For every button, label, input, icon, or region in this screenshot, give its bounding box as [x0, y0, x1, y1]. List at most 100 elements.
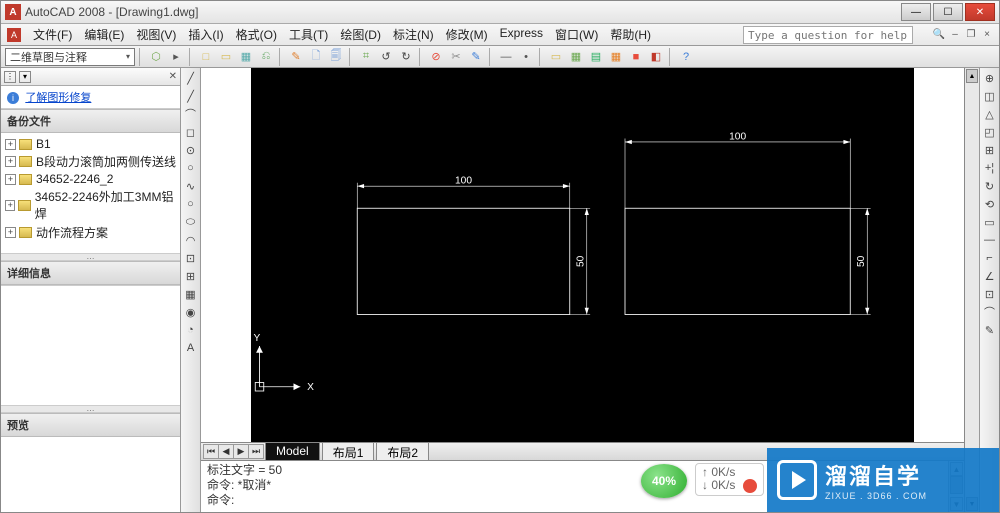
layout-tab[interactable]: 布局2	[376, 442, 429, 462]
minimize-button[interactable]: —	[901, 3, 931, 21]
draw-tool[interactable]: ⊞	[183, 268, 199, 284]
mdi-min-icon[interactable]: –	[947, 26, 963, 42]
draw-tool[interactable]: ◉	[183, 304, 199, 320]
tree-item[interactable]: +动作流程方案	[3, 223, 178, 242]
help-search-input[interactable]	[743, 26, 913, 44]
toolbar-button[interactable]: ▦	[607, 48, 625, 66]
menu-item[interactable]: 窗口(W)	[549, 24, 604, 45]
draw-tool[interactable]: ╱	[183, 70, 199, 86]
menu-item[interactable]: 标注(N)	[387, 24, 440, 45]
panel-close-icon[interactable]: ✕	[169, 71, 177, 82]
toolbar-button[interactable]: ▭	[547, 48, 565, 66]
toolbar-button[interactable]: ↺	[377, 48, 395, 66]
draw-tool[interactable]: ◻	[183, 124, 199, 140]
recover-link[interactable]: 了解图形修复	[25, 92, 91, 104]
toolbar-button[interactable]: ▦	[237, 48, 255, 66]
toolbar-button[interactable]: •	[517, 48, 535, 66]
toolbar-button[interactable]: ⌗	[357, 48, 375, 66]
tree-item[interactable]: +B1	[3, 136, 178, 152]
toolbar-button[interactable]: ?	[677, 48, 695, 66]
workspace-combo[interactable]: 二维草图与注释	[5, 48, 135, 66]
modify-tool[interactable]: +¦	[982, 160, 998, 176]
menu-item[interactable]: 视图(V)	[130, 24, 182, 45]
toolbar-button[interactable]: —	[497, 48, 515, 66]
menu-item[interactable]: Express	[494, 24, 549, 45]
toolbar-button[interactable]: ▭	[217, 48, 235, 66]
expand-icon[interactable]: +	[5, 200, 15, 211]
modify-tool[interactable]: ◰	[982, 124, 998, 140]
mdi-restore-icon[interactable]: ❐	[963, 26, 979, 42]
menu-item[interactable]: 格式(O)	[230, 24, 283, 45]
toolbar-button[interactable]: ◧	[647, 48, 665, 66]
toolbar-button[interactable]: ✎	[287, 48, 305, 66]
modify-tool[interactable]: ⌒	[982, 304, 998, 320]
modify-tool[interactable]: ✎	[982, 322, 998, 338]
toolbar-button[interactable]: ⎌	[257, 48, 275, 66]
draw-tool[interactable]: ⊡	[183, 250, 199, 266]
draw-tool[interactable]: ⌒	[183, 106, 199, 122]
draw-tool[interactable]: ○	[183, 160, 199, 176]
menu-item[interactable]: 工具(T)	[283, 24, 334, 45]
panel-menu-icon[interactable]: ⋮	[4, 71, 16, 83]
toolbar-button[interactable]: ↻	[397, 48, 415, 66]
expand-icon[interactable]: +	[5, 139, 16, 150]
modify-tool[interactable]: △	[982, 106, 998, 122]
toolbar-button[interactable]: ⊘	[427, 48, 445, 66]
draw-tool[interactable]: ◔	[183, 322, 199, 338]
toolbar-button[interactable]: ✎	[467, 48, 485, 66]
close-button[interactable]: ✕	[965, 3, 995, 21]
tab-nav-button[interactable]: ◀	[218, 444, 234, 459]
menu-item[interactable]: 编辑(E)	[78, 24, 130, 45]
maximize-button[interactable]: ☐	[933, 3, 963, 21]
speed-toggle-icon[interactable]	[743, 479, 757, 493]
menu-item[interactable]: 文件(F)	[27, 24, 78, 45]
toolbar-button[interactable]: ▸	[167, 48, 185, 66]
canvas-vscroll[interactable]: ▲▼	[964, 68, 979, 512]
toolbar-button[interactable]: ⬡	[147, 48, 165, 66]
draw-tool[interactable]: ▦	[183, 286, 199, 302]
modify-tool[interactable]: ⌐	[982, 250, 998, 266]
tree-item[interactable]: +34652-2246_2	[3, 171, 178, 187]
modify-tool[interactable]: ▭	[982, 214, 998, 230]
toolbar-button[interactable]: □	[197, 48, 215, 66]
expand-icon[interactable]: +	[5, 227, 16, 238]
menu-item[interactable]: 绘图(D)	[334, 24, 387, 45]
modify-tool[interactable]: ⊕	[982, 70, 998, 86]
panel-pin-icon[interactable]: ▾	[19, 71, 31, 83]
split-handle[interactable]: ⋯	[1, 253, 180, 261]
toolbar-button[interactable]: 🗋	[307, 48, 325, 66]
tab-nav-button[interactable]: ⏭	[248, 444, 264, 459]
modify-tool[interactable]: ⟲	[982, 196, 998, 212]
toolbar-button[interactable]: 🗐	[327, 48, 345, 66]
layout-tab[interactable]: 布局1	[322, 442, 375, 462]
draw-tool[interactable]: ╱	[183, 88, 199, 104]
draw-tool[interactable]: A	[183, 340, 199, 356]
draw-tool[interactable]: ⊙	[183, 142, 199, 158]
tab-nav-button[interactable]: ⏮	[203, 444, 219, 459]
draw-tool[interactable]: ⬭	[183, 214, 199, 230]
draw-tool[interactable]: ◠	[183, 232, 199, 248]
toolbar-button[interactable]: ■	[627, 48, 645, 66]
app-menu-icon[interactable]: A	[7, 28, 21, 42]
modify-tool[interactable]: ↻	[982, 178, 998, 194]
toolbar-button[interactable]: ✂	[447, 48, 465, 66]
toolbar-button[interactable]: ▤	[587, 48, 605, 66]
modify-tool[interactable]: ⊞	[982, 142, 998, 158]
modify-tool[interactable]: ⊡	[982, 286, 998, 302]
menu-item[interactable]: 修改(M)	[440, 24, 494, 45]
modify-tool[interactable]: —	[982, 232, 998, 248]
mdi-close-icon[interactable]: ×	[979, 26, 995, 42]
draw-tool[interactable]: ○	[183, 196, 199, 212]
expand-icon[interactable]: +	[5, 174, 16, 185]
tab-nav-button[interactable]: ▶	[233, 444, 249, 459]
modify-tool[interactable]: ∠	[982, 268, 998, 284]
search-icon[interactable]: 🔍	[931, 26, 947, 42]
toolbar-button[interactable]: ▦	[567, 48, 585, 66]
drawing-canvas[interactable]: 1005010050XY	[201, 68, 964, 442]
split-handle-2[interactable]: ⋯	[1, 405, 180, 413]
menu-item[interactable]: 插入(I)	[182, 24, 229, 45]
menu-item[interactable]: 帮助(H)	[604, 24, 657, 45]
modify-tool[interactable]: ◫	[982, 88, 998, 104]
draw-tool[interactable]: ∿	[183, 178, 199, 194]
tree-item[interactable]: +B段动力滚筒加两侧传送线	[3, 152, 178, 171]
